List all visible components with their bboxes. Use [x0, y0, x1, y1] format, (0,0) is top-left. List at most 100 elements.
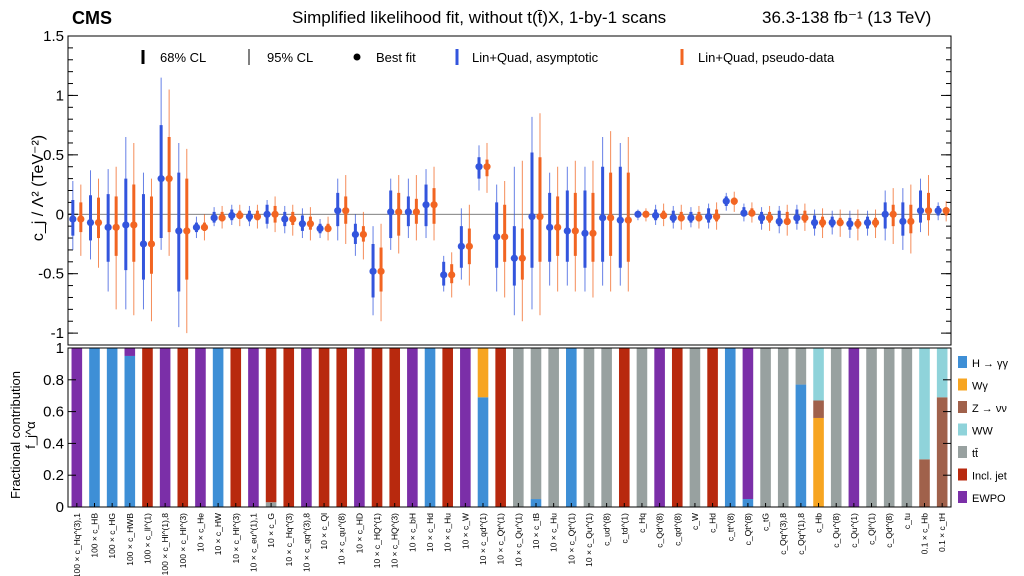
category-tick-label: 100 × c_HB — [89, 513, 99, 558]
legend-bestfit-marker — [353, 53, 361, 61]
best-fit-point — [942, 207, 950, 215]
top-y-tick-label: 1 — [56, 87, 64, 104]
luminosity-label: 36.3-138 fb⁻¹ (13 TeV) — [762, 8, 932, 27]
best-fit-point — [818, 218, 827, 227]
category-tick-label: c_tu — [902, 513, 912, 529]
category-tick-label: 10 × c_eu^(1),1 — [248, 513, 258, 572]
fraction-bar-segment — [919, 348, 930, 460]
best-fit-point — [775, 217, 783, 225]
best-fit-point — [475, 163, 483, 171]
legend-label: Incl. jet — [972, 471, 1007, 483]
best-fit-point — [104, 223, 112, 231]
best-fit-point — [907, 217, 915, 225]
legend-label: WW — [972, 426, 993, 438]
fraction-bar-segment — [566, 348, 577, 507]
best-fit-point — [740, 209, 748, 217]
fraction-bar-segment — [195, 348, 206, 507]
best-fit-point — [440, 271, 448, 279]
best-fit-point — [765, 214, 774, 222]
category-tick-label: 10 × c_W — [460, 513, 470, 549]
best-fit-point — [528, 213, 536, 221]
fraction-bar-segment — [813, 348, 824, 401]
category-tick-label: 10 × c_Qt^(1) — [496, 513, 506, 565]
fraction-bar-segment — [89, 348, 100, 507]
fraction-bar-segment — [636, 348, 648, 507]
best-fit-point — [677, 214, 685, 222]
best-fit-point — [695, 214, 703, 222]
fraction-bar-segment — [477, 397, 489, 507]
best-fit-point — [563, 227, 571, 235]
category-tick-label: 10 × c_qu^(8) — [337, 513, 347, 565]
best-fit-point — [351, 230, 359, 239]
fraction-bar-segment — [936, 348, 948, 398]
best-fit-point — [298, 220, 307, 228]
legend-label: Z → νν — [972, 403, 1007, 415]
best-fit-point — [757, 214, 766, 222]
category-tick-label: 10 × c_Qu^(1) — [584, 513, 594, 567]
category-tick-label: 100 × c_Hl^(3) — [178, 513, 188, 568]
legend-label: Wγ — [972, 381, 988, 393]
legend-entry-label: Lin+Quad, asymptotic — [472, 50, 599, 65]
best-fit-point — [271, 210, 279, 218]
best-fit-point — [722, 197, 730, 205]
category-tick-label: 100 × c_HWB — [125, 513, 135, 566]
best-fit-point — [518, 254, 526, 262]
best-fit-point — [554, 223, 562, 231]
bottom-panel-frame — [67, 347, 952, 508]
best-fit-point — [175, 227, 183, 235]
best-fit-point — [263, 210, 271, 218]
fraction-bar-segment — [707, 348, 718, 507]
best-fit-point — [889, 210, 897, 218]
fraction-bar-segment — [724, 348, 736, 507]
best-fit-point — [86, 218, 95, 227]
best-fit-point — [624, 216, 632, 224]
fraction-bar-segment — [442, 348, 453, 507]
fraction-bar-segment — [936, 397, 948, 507]
best-fit-point — [245, 213, 254, 221]
fraction-bar-segment — [477, 348, 489, 398]
category-tick-label: c_Qu^(8) — [831, 513, 841, 548]
best-fit-point — [448, 271, 456, 279]
top-y-tick-label: -1 — [51, 325, 64, 342]
fraction-bar-segment — [813, 417, 824, 507]
category-tick-label: c_Qd^(8) — [884, 513, 894, 548]
fraction-bar-segment — [654, 348, 665, 507]
best-fit-point — [924, 207, 933, 215]
category-tick-label: 0.1 × c_Hb — [920, 513, 930, 555]
best-fit-point — [192, 223, 201, 231]
category-tick-label: 100 × c_Hl^(1),8 — [160, 513, 170, 576]
category-tick-label: 10 × c_Qu^(1) — [513, 513, 523, 567]
fraction-bar-segment — [583, 348, 595, 507]
fraction-bar-segment — [618, 348, 630, 507]
fraction-bar-segment — [777, 348, 789, 507]
best-fit-point — [457, 242, 465, 250]
fraction-bar-segment — [689, 348, 701, 507]
category-tick-label: c_Qt^(8) — [743, 513, 753, 545]
fraction-bar-segment — [212, 348, 224, 507]
best-fit-point — [404, 208, 412, 216]
best-fit-point — [863, 218, 872, 227]
category-tick-label: 10 × c_G — [266, 513, 276, 548]
best-fit-point — [218, 214, 226, 222]
legend-swatch — [958, 378, 967, 391]
fraction-bar-segment — [407, 348, 418, 507]
best-fit-point — [236, 211, 244, 220]
fraction-bar-segment — [354, 348, 365, 507]
top-y-tick-label: -0.5 — [38, 266, 64, 283]
legend-label: H → γγ — [972, 358, 1009, 370]
legend-label: EWPO — [972, 493, 1006, 505]
fraction-bar-segment — [142, 348, 153, 507]
top-y-tick-label: 0 — [56, 206, 64, 223]
best-fit-point — [730, 197, 738, 205]
best-fit-point — [342, 207, 350, 215]
best-fit-point — [660, 211, 668, 220]
best-fit-point — [334, 207, 342, 215]
best-fit-point — [510, 254, 518, 262]
fraction-bar-segment — [760, 348, 771, 507]
fraction-bar-segment — [742, 348, 754, 500]
category-tick-label: c_tG — [761, 513, 771, 531]
fraction-bar-segment — [813, 400, 824, 418]
category-tick-label: 100 × c_Hq^(3),1 — [72, 513, 82, 576]
best-fit-point — [810, 218, 819, 227]
